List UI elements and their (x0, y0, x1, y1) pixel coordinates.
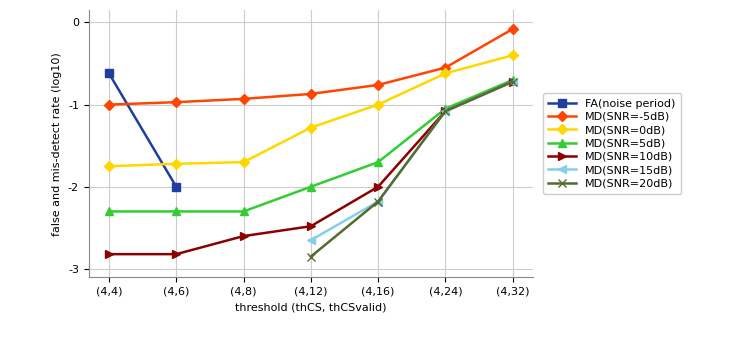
Legend: FA(noise period), MD(SNR=-5dB), MD(SNR=0dB), MD(SNR=5dB), MD(SNR=10dB), MD(SNR=1: FA(noise period), MD(SNR=-5dB), MD(SNR=0… (543, 93, 681, 194)
Line: MD(SNR=-5dB): MD(SNR=-5dB) (106, 26, 516, 108)
MD(SNR=15dB) (441, 109, 450, 113)
MD(SNR=0dB) (441, 71, 450, 75)
MD(SNR=5dB) (374, 160, 383, 164)
Line: MD(SNR=0dB): MD(SNR=0dB) (106, 52, 516, 170)
MD(SNR=20dB) (508, 79, 517, 83)
MD(SNR=5dB) (306, 185, 315, 189)
FA(noise period) (172, 185, 181, 189)
MD(SNR=15dB) (508, 79, 517, 83)
MD(SNR=5dB) (104, 210, 113, 214)
MD(SNR=10dB) (239, 234, 248, 238)
MD(SNR=-5dB) (374, 83, 383, 87)
Line: MD(SNR=15dB): MD(SNR=15dB) (306, 77, 517, 244)
MD(SNR=0dB) (239, 160, 248, 164)
MD(SNR=10dB) (508, 79, 517, 83)
Line: MD(SNR=5dB): MD(SNR=5dB) (105, 76, 517, 216)
Line: MD(SNR=10dB): MD(SNR=10dB) (105, 77, 517, 258)
MD(SNR=5dB) (172, 210, 181, 214)
MD(SNR=15dB) (306, 238, 315, 242)
MD(SNR=5dB) (508, 78, 517, 82)
MD(SNR=0dB) (508, 53, 517, 57)
MD(SNR=10dB) (172, 252, 181, 256)
MD(SNR=0dB) (172, 162, 181, 166)
Y-axis label: false and mis-detect rate (log10): false and mis-detect rate (log10) (53, 52, 62, 236)
MD(SNR=0dB) (306, 126, 315, 130)
MD(SNR=-5dB) (441, 66, 450, 70)
MD(SNR=10dB) (441, 109, 450, 113)
X-axis label: threshold (thCS, thCSvalid): threshold (thCS, thCSvalid) (235, 303, 386, 312)
MD(SNR=10dB) (374, 185, 383, 189)
MD(SNR=-5dB) (508, 27, 517, 31)
Line: FA(noise period): FA(noise period) (105, 69, 181, 191)
FA(noise period) (104, 71, 113, 75)
MD(SNR=10dB) (306, 224, 315, 228)
MD(SNR=-5dB) (104, 103, 113, 107)
MD(SNR=15dB) (374, 199, 383, 203)
MD(SNR=-5dB) (239, 97, 248, 101)
MD(SNR=20dB) (374, 199, 383, 203)
MD(SNR=0dB) (374, 103, 383, 107)
MD(SNR=-5dB) (172, 100, 181, 104)
Line: MD(SNR=20dB): MD(SNR=20dB) (306, 77, 517, 261)
MD(SNR=20dB) (306, 255, 315, 259)
MD(SNR=10dB) (104, 252, 113, 256)
MD(SNR=0dB) (104, 164, 113, 168)
MD(SNR=20dB) (441, 109, 450, 113)
MD(SNR=-5dB) (306, 92, 315, 96)
MD(SNR=5dB) (239, 210, 248, 214)
MD(SNR=5dB) (441, 107, 450, 111)
